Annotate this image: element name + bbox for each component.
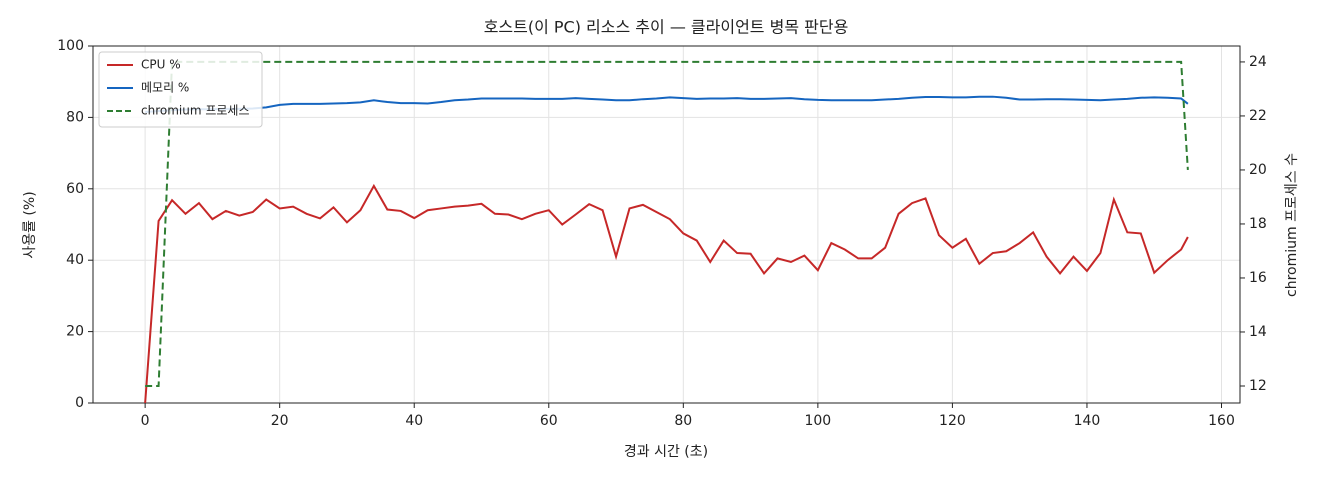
y-tick-label: 80 [66, 109, 84, 125]
y2-tick-label: 20 [1249, 162, 1267, 178]
chart-title: 호스트(이 PC) 리소스 추이 — 클라이언트 병목 판단용 [484, 18, 849, 37]
x-axis-label: 경과 시간 (초) [624, 444, 708, 460]
y-tick-label: 40 [66, 252, 84, 268]
y-tick-label: 0 [75, 395, 84, 411]
y2-tick-label: 14 [1249, 324, 1267, 340]
x-tick-label: 80 [674, 413, 692, 429]
x-tick-label: 60 [540, 413, 558, 429]
legend-label: 메모리 % [141, 81, 189, 95]
y-axis-label: 사용률 (%) [22, 191, 38, 258]
x-tick-label: 120 [939, 413, 966, 429]
x-tick-label: 20 [271, 413, 289, 429]
y2-tick-label: 12 [1249, 378, 1267, 394]
y-tick-label: 100 [57, 38, 84, 54]
y2-tick-label: 16 [1249, 270, 1267, 286]
series-line [145, 95, 1189, 114]
legend-box [98, 51, 263, 128]
x-tick-label: 40 [405, 413, 423, 429]
y-tick-label: 20 [66, 324, 84, 340]
series-line [145, 60, 1189, 387]
x-tick-label: 0 [141, 413, 150, 429]
legend-label: chromium 프로세스 [141, 104, 250, 118]
plot-frame [92, 45, 1241, 404]
x-tick-label: 100 [804, 413, 831, 429]
x-tick-label: 140 [1074, 413, 1101, 429]
series-line [144, 183, 1189, 404]
y2-tick-label: 22 [1249, 108, 1267, 124]
y2-axis-label: chromium 프로세스 수 [1284, 153, 1300, 297]
y-tick-label: 60 [66, 181, 84, 197]
y2-tick-label: 24 [1249, 54, 1267, 70]
legend-label: CPU % [141, 58, 181, 72]
y2-tick-label: 18 [1249, 216, 1267, 232]
x-tick-label: 160 [1208, 413, 1235, 429]
